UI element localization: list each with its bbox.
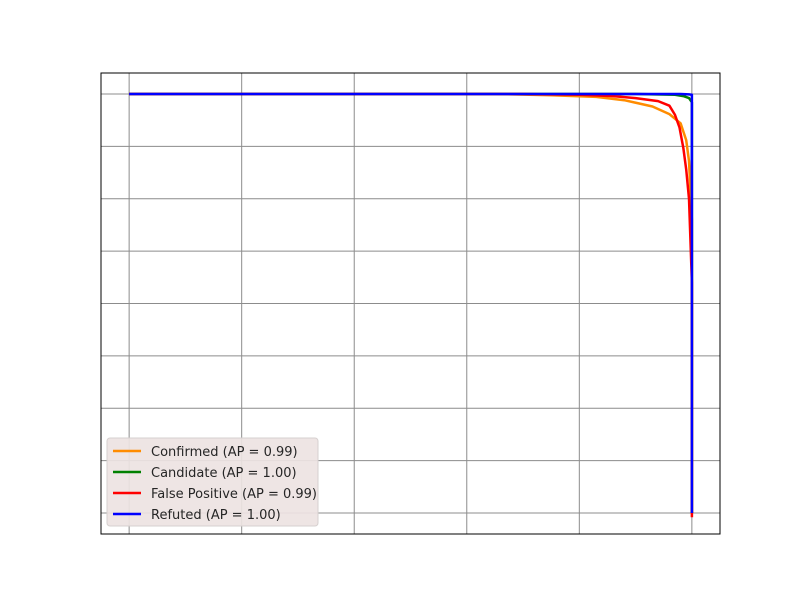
legend-box bbox=[106, 437, 319, 527]
legend-label: False Positive (AP = 0.99) bbox=[151, 487, 317, 502]
plot-frame bbox=[100, 72, 721, 535]
series-lines bbox=[129, 92, 694, 518]
legend-label: Refuted (AP = 1.00) bbox=[151, 508, 281, 523]
legend-label: Candidate (AP = 1.00) bbox=[151, 466, 297, 481]
legend-label: Confirmed (AP = 0.99) bbox=[151, 445, 298, 460]
legend: Confirmed (AP = 0.99) Candidate (AP = 1.0… bbox=[106, 437, 319, 527]
series-line-3 bbox=[129, 92, 694, 513]
